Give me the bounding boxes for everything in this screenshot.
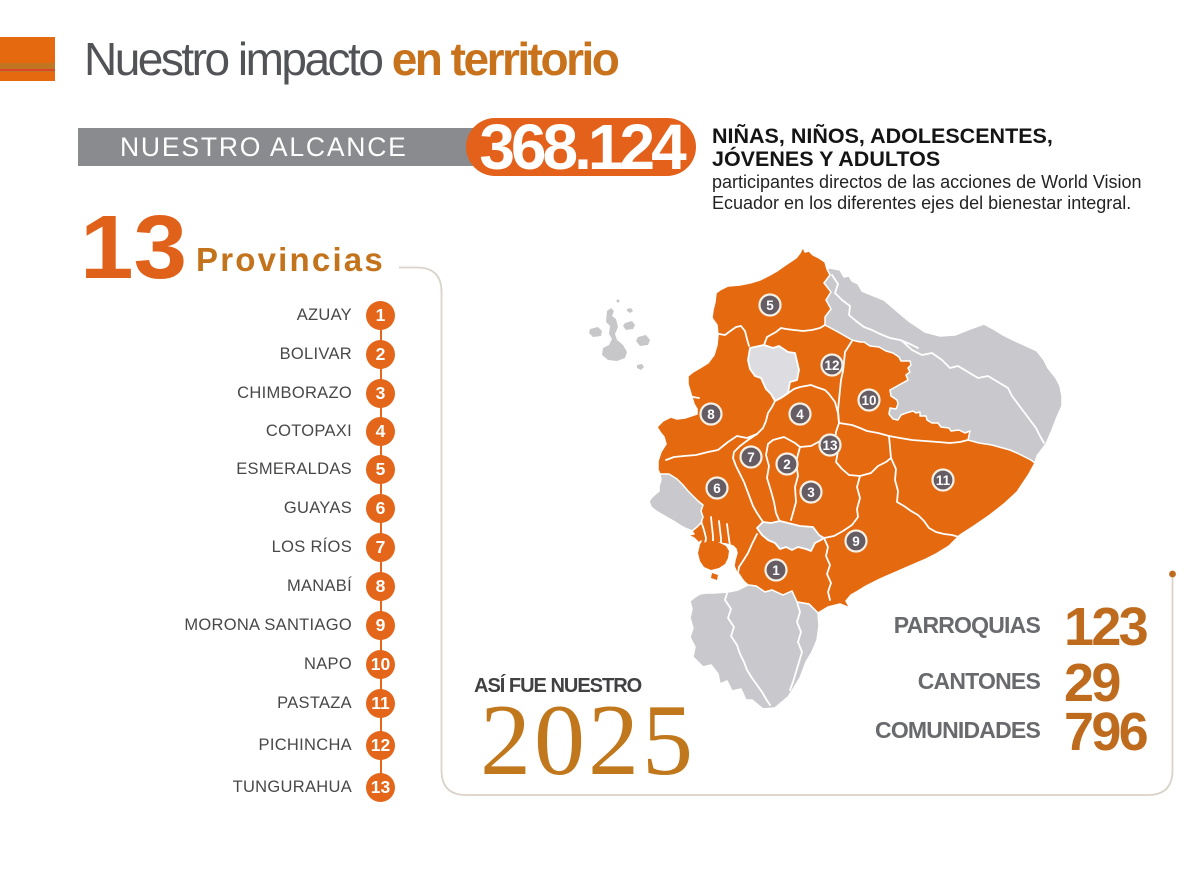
svg-text:9: 9 bbox=[852, 534, 860, 549]
svg-text:6: 6 bbox=[713, 481, 721, 496]
svg-text:3: 3 bbox=[807, 485, 815, 500]
svg-text:2: 2 bbox=[783, 457, 791, 472]
svg-text:12: 12 bbox=[824, 358, 839, 373]
svg-text:5: 5 bbox=[766, 298, 774, 313]
svg-text:8: 8 bbox=[707, 407, 715, 422]
svg-text:10: 10 bbox=[861, 393, 876, 408]
svg-text:7: 7 bbox=[747, 450, 755, 465]
svg-text:13: 13 bbox=[822, 438, 838, 453]
svg-text:11: 11 bbox=[936, 473, 951, 488]
svg-text:1: 1 bbox=[772, 563, 780, 578]
svg-text:4: 4 bbox=[796, 407, 804, 422]
